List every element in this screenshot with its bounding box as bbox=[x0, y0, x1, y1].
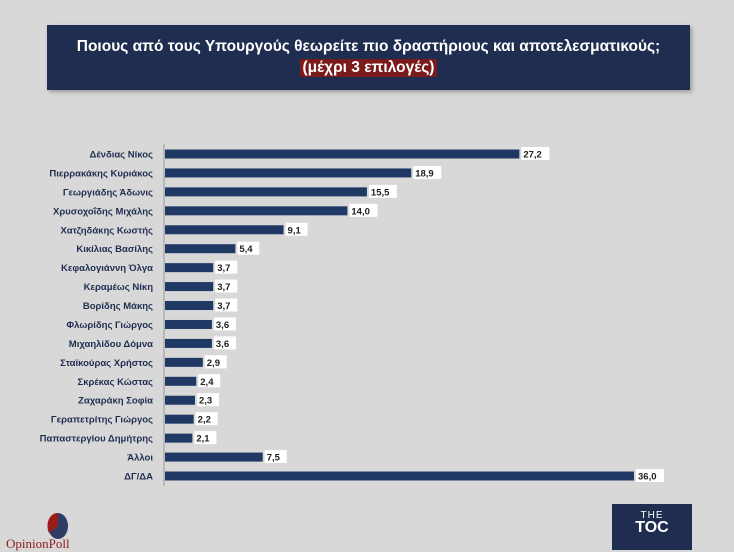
value-label-bg bbox=[368, 184, 397, 198]
category-label: Χατζηδάκης Κωστής bbox=[60, 225, 153, 236]
category-label: Μιχαηλίδου Δόμνα bbox=[69, 339, 153, 350]
value-label: 5,4 bbox=[239, 244, 253, 255]
bar bbox=[165, 282, 214, 292]
value-label: 3,7 bbox=[217, 282, 230, 293]
value-label-bg bbox=[198, 374, 221, 388]
value-label-bg bbox=[521, 147, 550, 160]
the-toc-logo: THE TOC bbox=[612, 504, 692, 550]
value-label: 3,6 bbox=[216, 339, 229, 350]
value-label: 2,4 bbox=[200, 377, 214, 388]
bar bbox=[165, 376, 197, 386]
value-label-bg bbox=[204, 355, 227, 369]
value-label-bg bbox=[196, 393, 219, 407]
bar bbox=[165, 471, 634, 481]
bar bbox=[165, 225, 284, 235]
category-label: Πιερρακάκης Κυριάκος bbox=[49, 168, 153, 179]
category-label: Βορίδης Μάκης bbox=[83, 301, 153, 312]
value-label-bg bbox=[215, 279, 238, 293]
category-label: Γεωργιάδης Άδωνις bbox=[63, 187, 153, 198]
value-label-bg bbox=[215, 260, 238, 274]
bar bbox=[165, 395, 195, 405]
value-label: 2,1 bbox=[196, 434, 210, 445]
bar bbox=[165, 206, 348, 216]
bar bbox=[165, 319, 212, 329]
category-label: Χρυσοχοΐδης Μιχάλης bbox=[53, 206, 153, 217]
category-label: Κικίλιας Βασίλης bbox=[76, 244, 153, 255]
value-label: 2,9 bbox=[207, 358, 220, 369]
value-label-bg bbox=[195, 412, 218, 426]
bar bbox=[165, 414, 194, 424]
value-label-bg bbox=[237, 241, 260, 255]
value-label-bg bbox=[285, 222, 308, 236]
value-label: 9,1 bbox=[288, 225, 302, 236]
value-label-bg bbox=[213, 336, 236, 350]
opinion-poll-text: OpinionPoll bbox=[6, 536, 70, 551]
bar bbox=[165, 357, 203, 367]
bar bbox=[165, 433, 193, 443]
value-label: 2,3 bbox=[199, 396, 212, 407]
category-label: Δένδιας Νίκος bbox=[90, 150, 154, 161]
value-label-bg bbox=[636, 469, 664, 482]
chart-subtitle: (μέχρι 3 επιλογές) bbox=[299, 59, 438, 77]
bar bbox=[165, 149, 520, 159]
value-label: 3,6 bbox=[216, 320, 229, 331]
bar bbox=[165, 338, 212, 348]
value-label: 14,0 bbox=[351, 206, 370, 217]
value-label-bg bbox=[215, 298, 238, 312]
category-label: Γεραπετρίτης Γιώργος bbox=[51, 415, 153, 426]
value-label-bg bbox=[194, 431, 217, 445]
bar bbox=[165, 263, 214, 273]
bar bbox=[165, 244, 236, 254]
value-label: 15,5 bbox=[371, 187, 390, 198]
value-label: 18,9 bbox=[415, 168, 434, 179]
pie-logo-icon bbox=[47, 512, 68, 539]
category-label: Ζαχαράκη Σοφία bbox=[78, 396, 153, 407]
category-label: Φλωρίδης Γιώργος bbox=[66, 320, 153, 331]
bar bbox=[165, 187, 367, 197]
value-label: 3,7 bbox=[217, 301, 230, 312]
category-label: Κεραμέως Νίκη bbox=[84, 282, 154, 293]
value-label-bg bbox=[213, 317, 236, 331]
value-label-bg bbox=[264, 450, 287, 464]
value-label: 2,2 bbox=[198, 415, 211, 426]
chart-title: Ποιους από τους Υπουργούς θεωρείτε πιο δ… bbox=[76, 38, 661, 55]
category-label: Παπαστεργίου Δημήτρης bbox=[40, 434, 153, 445]
bar bbox=[165, 301, 214, 311]
category-label: Άλλοι bbox=[127, 453, 153, 464]
value-label: 7,5 bbox=[267, 453, 281, 464]
chart-title-box: Ποιους από τους Υπουργούς θεωρείτε πιο δ… bbox=[47, 25, 690, 90]
category-label: ΔΓ/ΔΑ bbox=[124, 472, 153, 483]
value-label: 27,2 bbox=[523, 150, 542, 161]
bar bbox=[165, 452, 263, 462]
value-label-bg bbox=[413, 165, 442, 179]
value-label: 3,7 bbox=[217, 263, 230, 274]
category-label: Κεφαλογιάννη Όλγα bbox=[61, 263, 153, 274]
opinion-poll-logo bbox=[28, 512, 88, 545]
bar bbox=[165, 168, 412, 178]
category-label: Σταϊκούρας Χρήστος bbox=[60, 358, 153, 369]
value-label-bg bbox=[349, 203, 378, 217]
category-label: Σκρέκας Κώστας bbox=[78, 377, 154, 388]
value-label: 36,0 bbox=[638, 472, 657, 483]
